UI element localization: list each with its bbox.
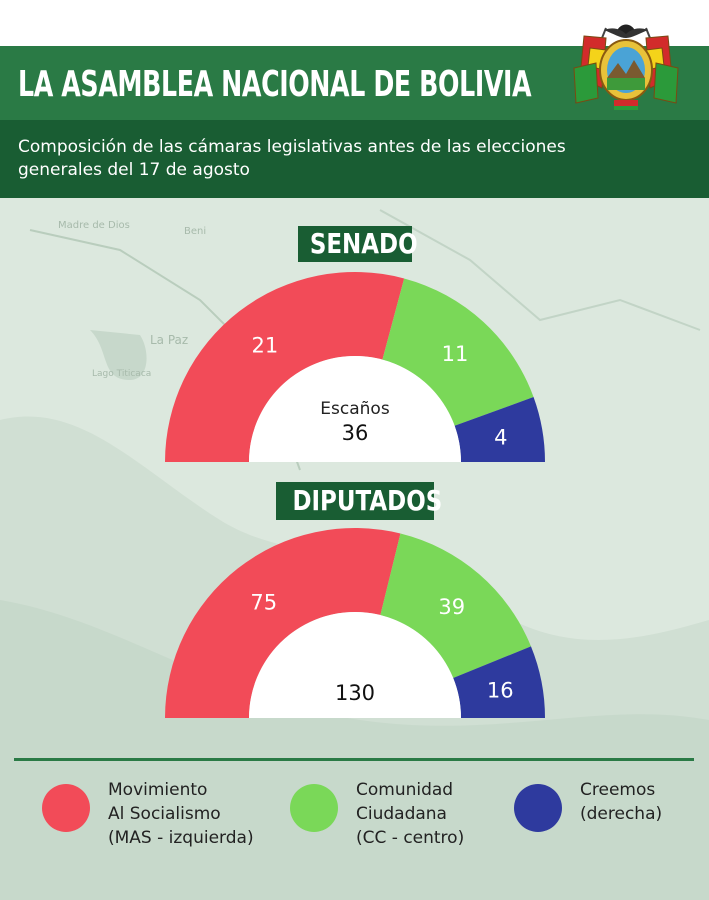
- legend-label-creemos: Creemos (derecha): [580, 780, 663, 824]
- map-label: Beni: [184, 226, 206, 237]
- diputados-value-cc: 39: [438, 595, 465, 619]
- legend-swatch-cc: [290, 784, 338, 832]
- map-label: La Paz: [150, 333, 188, 347]
- senado-total: 36: [342, 421, 369, 445]
- senado-slice-cc: [382, 278, 534, 426]
- senado-value-mas: 21: [252, 334, 279, 358]
- map-label: Lago Titicaca: [92, 369, 151, 379]
- page-title: LA ASAMBLEA NACIONAL DE BOLIVIA: [18, 64, 532, 105]
- bolivia-coat-of-arms-icon: [573, 24, 679, 110]
- senado-slice-mas: [165, 272, 405, 462]
- diputados-total: 130: [335, 681, 375, 705]
- legend-swatch-creemos: [514, 784, 562, 832]
- senado-title: SENADO: [309, 227, 418, 260]
- legend-item-cc: Comunidad Ciudadana (CC - centro): [290, 778, 464, 850]
- diputados-slice-mas: [165, 528, 401, 718]
- subtitle-bar: Composición de las cámaras legislativas …: [0, 120, 709, 198]
- senado-value-creemos: 4: [494, 425, 507, 449]
- diputados-slice-creemos: [453, 646, 545, 718]
- diputados-value-creemos: 16: [487, 679, 514, 703]
- senado-slice-creemos: [454, 397, 545, 462]
- legend-item-creemos: Creemos (derecha): [514, 778, 662, 832]
- diputados-value-mas: 75: [250, 590, 277, 614]
- legend-label-cc: Comunidad Ciudadana (CC - centro): [356, 780, 465, 848]
- diputados-chart: 75 39 16 130: [165, 528, 545, 718]
- diputados-center: [249, 612, 461, 718]
- senado-center-label: Escaños: [320, 399, 390, 419]
- diputados-title: DIPUTADOS: [292, 484, 443, 517]
- legend-divider: [14, 758, 694, 761]
- senado-label: SENADO: [298, 226, 418, 262]
- diputados-slice-cc: [380, 533, 531, 679]
- legend-label-mas: Movimiento Al Socialismo (MAS - izquierd…: [108, 780, 254, 848]
- legend-swatch-mas: [42, 784, 90, 832]
- senado-center: [249, 356, 461, 462]
- diputados-label: DIPUTADOS: [276, 482, 442, 520]
- map-label: Madre de Dios: [58, 220, 130, 231]
- senado-value-cc: 11: [442, 342, 469, 366]
- page-subtitle: Composición de las cámaras legislativas …: [18, 137, 566, 180]
- legend-item-mas: Movimiento Al Socialismo (MAS - izquierd…: [42, 778, 254, 850]
